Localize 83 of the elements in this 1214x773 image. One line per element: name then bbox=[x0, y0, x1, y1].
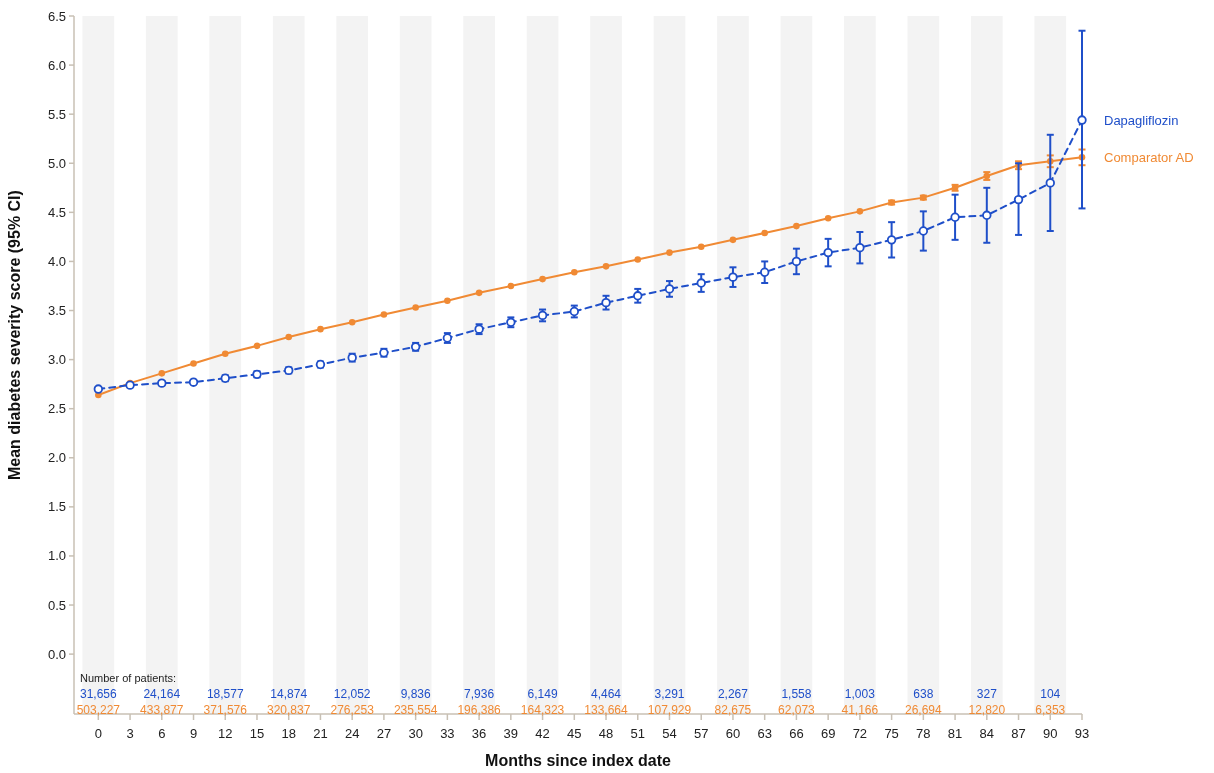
x-tick-label: 12 bbox=[218, 726, 233, 741]
annotation: 6,149 bbox=[527, 687, 558, 702]
annotation: 6,353 bbox=[1035, 703, 1066, 718]
x-tick-label: 42 bbox=[535, 726, 550, 741]
y-tick-label: 6.5 bbox=[47, 8, 66, 24]
y-tick-label: 2.5 bbox=[47, 401, 66, 417]
x-tick-label: 78 bbox=[916, 726, 931, 741]
annotation: 133,664 bbox=[584, 703, 629, 718]
x-tick-label: 69 bbox=[820, 726, 836, 741]
annotation: 327 bbox=[976, 687, 998, 702]
annotation: 2,267 bbox=[717, 687, 749, 702]
annotation: 12,052 bbox=[333, 687, 371, 702]
x-tick-label: 39 bbox=[503, 726, 519, 741]
y-tick-label: 5.5 bbox=[47, 106, 66, 122]
annotation: 4,464 bbox=[591, 687, 622, 702]
series-label: Comparator AD bbox=[1104, 149, 1194, 165]
y-tick-label: 4.0 bbox=[47, 253, 66, 269]
x-tick-label: 51 bbox=[630, 726, 645, 741]
annotation: 104 bbox=[1040, 687, 1061, 702]
y-tick-label: 4.5 bbox=[47, 204, 66, 220]
x-tick-label: 3 bbox=[126, 726, 134, 741]
annotation: 196,386 bbox=[457, 703, 502, 718]
x-tick-label: 9 bbox=[189, 726, 198, 741]
x-tick-label: 21 bbox=[313, 726, 328, 741]
y-tick-label: 1.0 bbox=[47, 548, 66, 564]
annotation: 276,253 bbox=[330, 703, 375, 718]
x-tick-label: 36 bbox=[471, 726, 487, 741]
y-tick-label: 3.5 bbox=[47, 303, 66, 319]
x-tick-label: 66 bbox=[789, 726, 804, 741]
annotation: 31,656 bbox=[79, 687, 118, 702]
y-tick-label: 5.0 bbox=[47, 155, 66, 171]
annotation: 107,929 bbox=[647, 703, 692, 718]
x-tick-label: 63 bbox=[757, 726, 772, 741]
x-tick-label: 18 bbox=[281, 726, 296, 741]
annotation: 320,837 bbox=[267, 703, 311, 718]
annotation: 638 bbox=[913, 687, 934, 702]
annotation: 164,323 bbox=[520, 703, 565, 718]
x-tick-label: 75 bbox=[884, 726, 899, 741]
annotation: 433,877 bbox=[140, 703, 184, 718]
x-tick-label: 81 bbox=[947, 726, 963, 741]
annotation: 1,003 bbox=[844, 687, 876, 702]
annotation: 41,166 bbox=[841, 703, 879, 718]
y-tick-label: 3.0 bbox=[47, 352, 66, 368]
x-tick-label: 84 bbox=[979, 726, 995, 741]
annotation: 503,227 bbox=[76, 703, 121, 718]
x-tick-label: 6 bbox=[158, 726, 166, 741]
annotation: 1,558 bbox=[781, 687, 812, 702]
y-tick-label: 1.5 bbox=[47, 499, 66, 515]
x-tick-label: 24 bbox=[344, 726, 360, 741]
annotation: 371,576 bbox=[203, 703, 248, 718]
annotation: 3,291 bbox=[654, 687, 685, 702]
annotation: 82,675 bbox=[714, 703, 752, 718]
x-tick-label: 15 bbox=[249, 726, 265, 741]
x-tick-label: 48 bbox=[598, 726, 614, 741]
x-tick-label: 93 bbox=[1074, 726, 1090, 741]
x-tick-label: 27 bbox=[376, 726, 392, 741]
y-tick-label: 0.5 bbox=[47, 597, 66, 613]
annotation: Number of patients: bbox=[80, 672, 176, 685]
x-tick-label: 54 bbox=[662, 726, 677, 741]
annotation: 18,577 bbox=[206, 687, 244, 702]
x-tick-label: 60 bbox=[725, 726, 741, 741]
x-tick-label: 57 bbox=[693, 726, 709, 741]
x-axis-title: Months since index date bbox=[485, 752, 672, 769]
annotation: 9,836 bbox=[400, 687, 431, 702]
x-tick-label: 0 bbox=[94, 726, 102, 741]
y-tick-label: 0.0 bbox=[47, 646, 66, 662]
x-tick-label: 90 bbox=[1043, 726, 1058, 741]
y-tick-label: 2.0 bbox=[47, 450, 66, 466]
annotation: 14,874 bbox=[270, 687, 308, 702]
x-tick-label: 72 bbox=[852, 726, 868, 741]
y-tick-label: 6.0 bbox=[47, 57, 66, 73]
annotation: 24,164 bbox=[143, 687, 181, 702]
annotation: 62,073 bbox=[778, 703, 816, 718]
x-tick-label: 33 bbox=[440, 726, 455, 741]
annotation: 235,554 bbox=[393, 703, 438, 718]
y-axis-title: Mean diabetes severity score (95% CI) bbox=[6, 190, 23, 481]
x-tick-label: 87 bbox=[1011, 726, 1026, 741]
annotation: 12,820 bbox=[968, 703, 1006, 718]
annotation: 26,694 bbox=[904, 703, 943, 718]
annotation: 7,936 bbox=[464, 687, 495, 702]
series-label: Dapagliflozin bbox=[1104, 112, 1179, 128]
x-tick-label: 45 bbox=[567, 726, 582, 741]
x-tick-label: 30 bbox=[408, 726, 423, 741]
